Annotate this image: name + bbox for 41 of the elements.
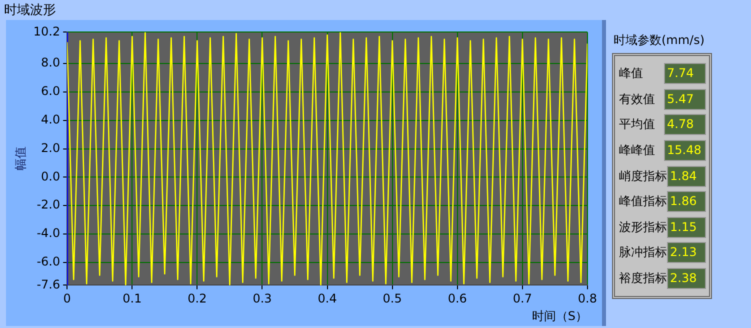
y-axis-title: 幅值 (13, 146, 28, 171)
y-tick-label: 10.2 (33, 24, 60, 38)
y-tick-label: 0.0 (41, 169, 60, 184)
x-axis-title: 时间（S） (532, 308, 588, 323)
y-tick-label: 8.0 (41, 56, 60, 70)
category-label: 峰值指标 (619, 193, 667, 210)
x-tick-label: 0.8 (578, 292, 598, 306)
data-label: 1.84 (667, 166, 706, 187)
data-label: 5.47 (664, 88, 706, 110)
category-label: 峰值 (619, 65, 643, 82)
data-label: 1.86 (667, 191, 706, 212)
y-tick-label: -4.0 (36, 226, 60, 240)
x-tick-label: 0.1 (122, 292, 142, 306)
y-tick-label: 2.0 (41, 140, 60, 155)
y-tick-label: -2.0 (36, 198, 60, 212)
x-tick-label: 0.7 (512, 292, 532, 306)
x-tick-label: 0.6 (448, 292, 467, 306)
x-tick-label: 0.5 (382, 292, 402, 306)
data-label: 7.74 (664, 63, 706, 84)
data-label: 4.78 (664, 114, 706, 136)
x-tick-label: 0.4 (318, 292, 337, 306)
chart-title: 时域波形 (4, 2, 56, 19)
y-tick-label: -6.0 (36, 254, 60, 269)
category-label: 峰峰值 (619, 142, 655, 160)
category-label: 脉冲指标 (619, 244, 667, 262)
y-tick-label: 6.0 (41, 84, 60, 98)
y-tick-label: -7.6 (36, 277, 60, 292)
category-label: 波形指标 (619, 218, 667, 236)
y-tick-label: 4.0 (41, 112, 60, 126)
data-label: 15.48 (664, 140, 706, 162)
x-tick-label: 0.2 (188, 292, 207, 306)
x-tick-label: 0 (63, 292, 71, 306)
category-label: 裕度指标 (619, 270, 667, 288)
category-label: 平均值 (619, 116, 655, 134)
data-label: 1.15 (667, 216, 706, 238)
data-label: 2.13 (667, 242, 706, 264)
category-label: 有效值 (619, 90, 655, 108)
x-tick-label: 0.3 (252, 292, 272, 306)
category-label: 峭度指标 (619, 168, 667, 185)
data-label: 2.38 (667, 268, 706, 290)
text: 时域参数(mm/s) (612, 32, 706, 49)
